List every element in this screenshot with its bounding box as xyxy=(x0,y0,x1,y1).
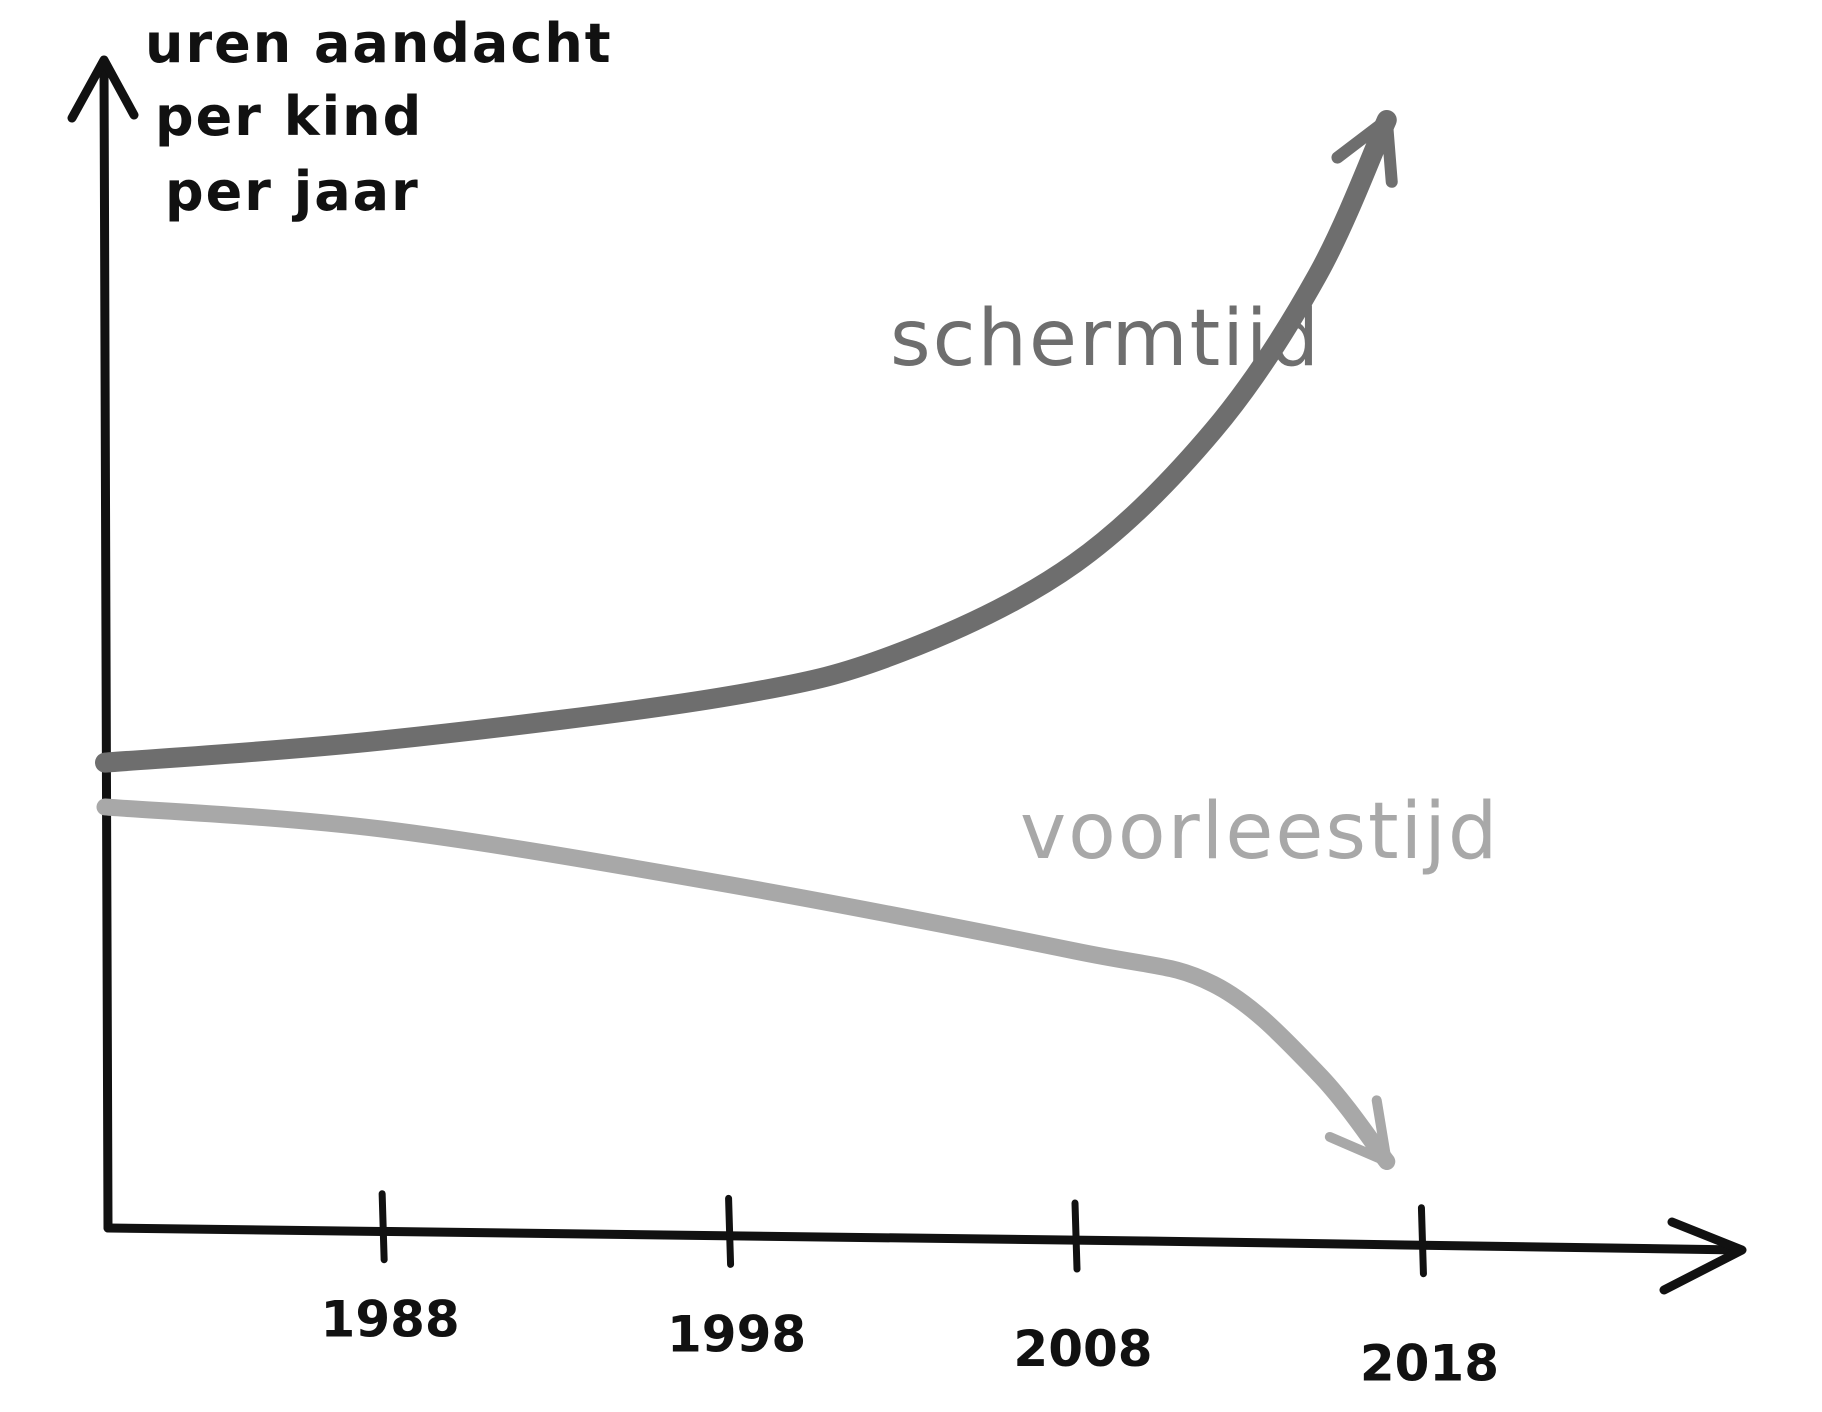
x-tick-label: 1988 xyxy=(321,1291,460,1349)
y-axis-label: uren aandacht per kind per jaar xyxy=(145,12,613,223)
x-tick-mark xyxy=(725,1194,735,1268)
x-tick-mark xyxy=(1071,1199,1081,1273)
series-line-voorleestijd xyxy=(96,798,1396,1171)
x-tick-label: 1998 xyxy=(667,1305,806,1363)
y-axis-arrow-icon xyxy=(67,55,139,123)
series-label-schermtijd: schermtijd xyxy=(890,294,1321,384)
x-tick-label: 2018 xyxy=(1360,1335,1499,1393)
y-axis-label-line-1: uren aandacht xyxy=(145,12,613,75)
x-tick-mark xyxy=(1417,1204,1427,1278)
y-axis-label-line-3: per jaar xyxy=(165,160,420,223)
series-arrow-icon xyxy=(1324,1095,1392,1167)
y-axis-label-line-2: per kind xyxy=(155,85,423,148)
x-axis-arrow-icon xyxy=(1659,1217,1747,1295)
axes xyxy=(67,55,1747,1295)
series-arrow-icon xyxy=(1331,114,1398,188)
series-label-voorleestijd: voorleestijd xyxy=(1020,787,1499,877)
x-tick-label: 2008 xyxy=(1013,1320,1152,1378)
x-tick-mark xyxy=(378,1190,388,1264)
x-axis-line xyxy=(103,1223,1745,1255)
y-axis-line xyxy=(99,60,113,1233)
series-layer: schermtijd voorleestijd xyxy=(95,110,1499,1171)
x-ticks: 1988 1998 2008 2018 xyxy=(321,1190,1499,1393)
series-line-schermtijd xyxy=(95,110,1397,773)
